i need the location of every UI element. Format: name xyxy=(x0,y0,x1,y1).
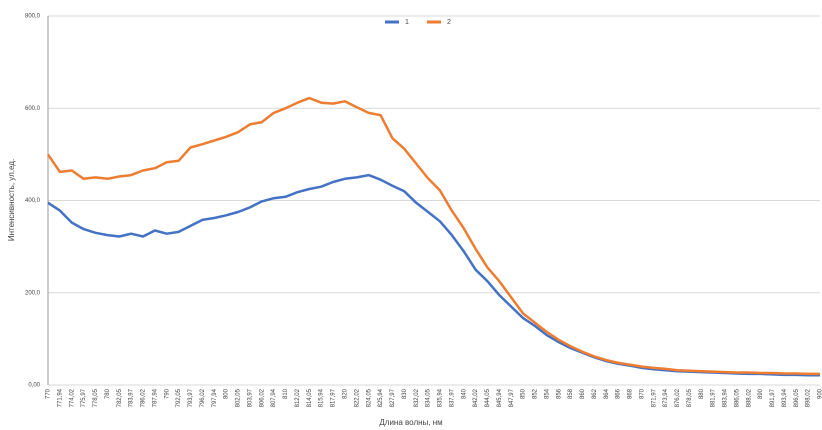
x-tick-label: 775,97 xyxy=(81,388,87,407)
x-tick-label: 792,05 xyxy=(176,388,182,407)
x-tick-label: 786,02 xyxy=(141,388,147,407)
x-tick-label: 871,97 xyxy=(651,388,657,407)
x-tick-label: 812,02 xyxy=(295,388,301,407)
x-tick-label: 780 xyxy=(105,388,111,399)
x-tick-label: 864 xyxy=(604,388,610,399)
x-tick-label: 778,05 xyxy=(93,388,99,407)
x-tick-label: 873,94 xyxy=(663,388,669,407)
x-tick-label: 881,97 xyxy=(711,388,717,407)
x-tick-label: 862 xyxy=(592,388,598,399)
x-tick-label: 782,05 xyxy=(117,388,123,407)
x-tick-label: 796,02 xyxy=(200,388,206,407)
x-tick-label: 837,97 xyxy=(449,388,455,407)
y-tick-label: 200,0 xyxy=(25,290,41,296)
x-tick-label: 842,02 xyxy=(473,388,479,407)
x-tick-label: 868 xyxy=(628,388,634,399)
x-tick-label: 840 xyxy=(461,388,467,399)
x-tick-label: 900 xyxy=(818,388,822,399)
x-tick-label: 888,02 xyxy=(746,388,752,407)
x-tick-label: 825,94 xyxy=(378,388,384,407)
x-tick-label: 890 xyxy=(758,388,764,399)
x-tick-label: 880 xyxy=(699,388,705,399)
x-tick-label: 896,05 xyxy=(794,388,800,407)
x-tick-label: 850 xyxy=(521,388,527,399)
legend-label: 2 xyxy=(447,19,451,26)
x-tick-label: 898,02 xyxy=(806,388,812,407)
x-tick-label: 854 xyxy=(544,388,550,399)
x-tick-label: 834,05 xyxy=(426,388,432,407)
x-tick-label: 891,97 xyxy=(770,388,776,407)
y-axis-title: Интенсивность, ул.ед. xyxy=(7,159,16,241)
x-tick-label: 800 xyxy=(224,388,230,399)
x-tick-label: 866 xyxy=(616,388,622,399)
x-tick-label: 824,05 xyxy=(366,388,372,407)
x-tick-label: 774,02 xyxy=(69,388,75,407)
x-tick-label: 797,94 xyxy=(212,388,218,407)
x-tick-label: 790 xyxy=(164,388,170,399)
x-tick-label: 876,02 xyxy=(675,388,681,407)
x-tick-label: 814,05 xyxy=(307,388,313,407)
x-tick-label: 856 xyxy=(556,388,562,399)
x-tick-label: 860 xyxy=(580,388,586,399)
x-tick-label: 802,05 xyxy=(236,388,242,407)
x-tick-label: 830 xyxy=(402,388,408,399)
x-tick-label: 770 xyxy=(46,388,52,399)
legend-label: 1 xyxy=(405,19,409,26)
x-tick-label: 815,94 xyxy=(319,388,325,407)
series-line xyxy=(47,173,820,377)
x-tick-label: 852 xyxy=(533,388,539,399)
x-tick-label: 893,94 xyxy=(782,388,788,407)
x-tick-label: 806,02 xyxy=(259,388,265,407)
y-tick-label: 800,0 xyxy=(25,14,41,20)
x-tick-label: 810 xyxy=(283,388,289,399)
x-tick-label: 883,94 xyxy=(723,388,729,407)
x-tick-label: 793,97 xyxy=(188,388,194,407)
y-tick-label: 600,0 xyxy=(25,106,41,112)
y-tick-label: 400,0 xyxy=(25,198,41,204)
x-tick-label: 820 xyxy=(343,388,349,399)
x-tick-label: 803,97 xyxy=(247,388,253,407)
x-tick-label: 847,97 xyxy=(509,388,515,407)
x-tick-label: 771,94 xyxy=(57,388,63,407)
x-tick-label: 807,94 xyxy=(271,388,277,407)
x-tick-label: 845,94 xyxy=(497,388,503,407)
x-tick-label: 858 xyxy=(568,388,574,399)
x-tick-label: 886,05 xyxy=(734,388,740,407)
x-tick-label: 783,97 xyxy=(129,388,135,407)
y-tick-label: 0,00 xyxy=(28,383,40,389)
x-tick-label: 787,94 xyxy=(152,388,158,407)
x-tick-label: 822,02 xyxy=(354,388,360,407)
x-tick-label: 878,05 xyxy=(687,388,693,407)
x-tick-label: 844,05 xyxy=(485,388,491,407)
x-tick-label: 827,97 xyxy=(390,388,396,407)
x-tick-label: 870 xyxy=(639,388,645,399)
x-tick-label: 817,97 xyxy=(331,388,337,407)
x-axis-title: Длина волны, нм xyxy=(379,418,442,427)
x-tick-label: 835,94 xyxy=(438,388,444,407)
series-line xyxy=(46,96,820,376)
x-tick-label: 832,02 xyxy=(414,388,420,407)
